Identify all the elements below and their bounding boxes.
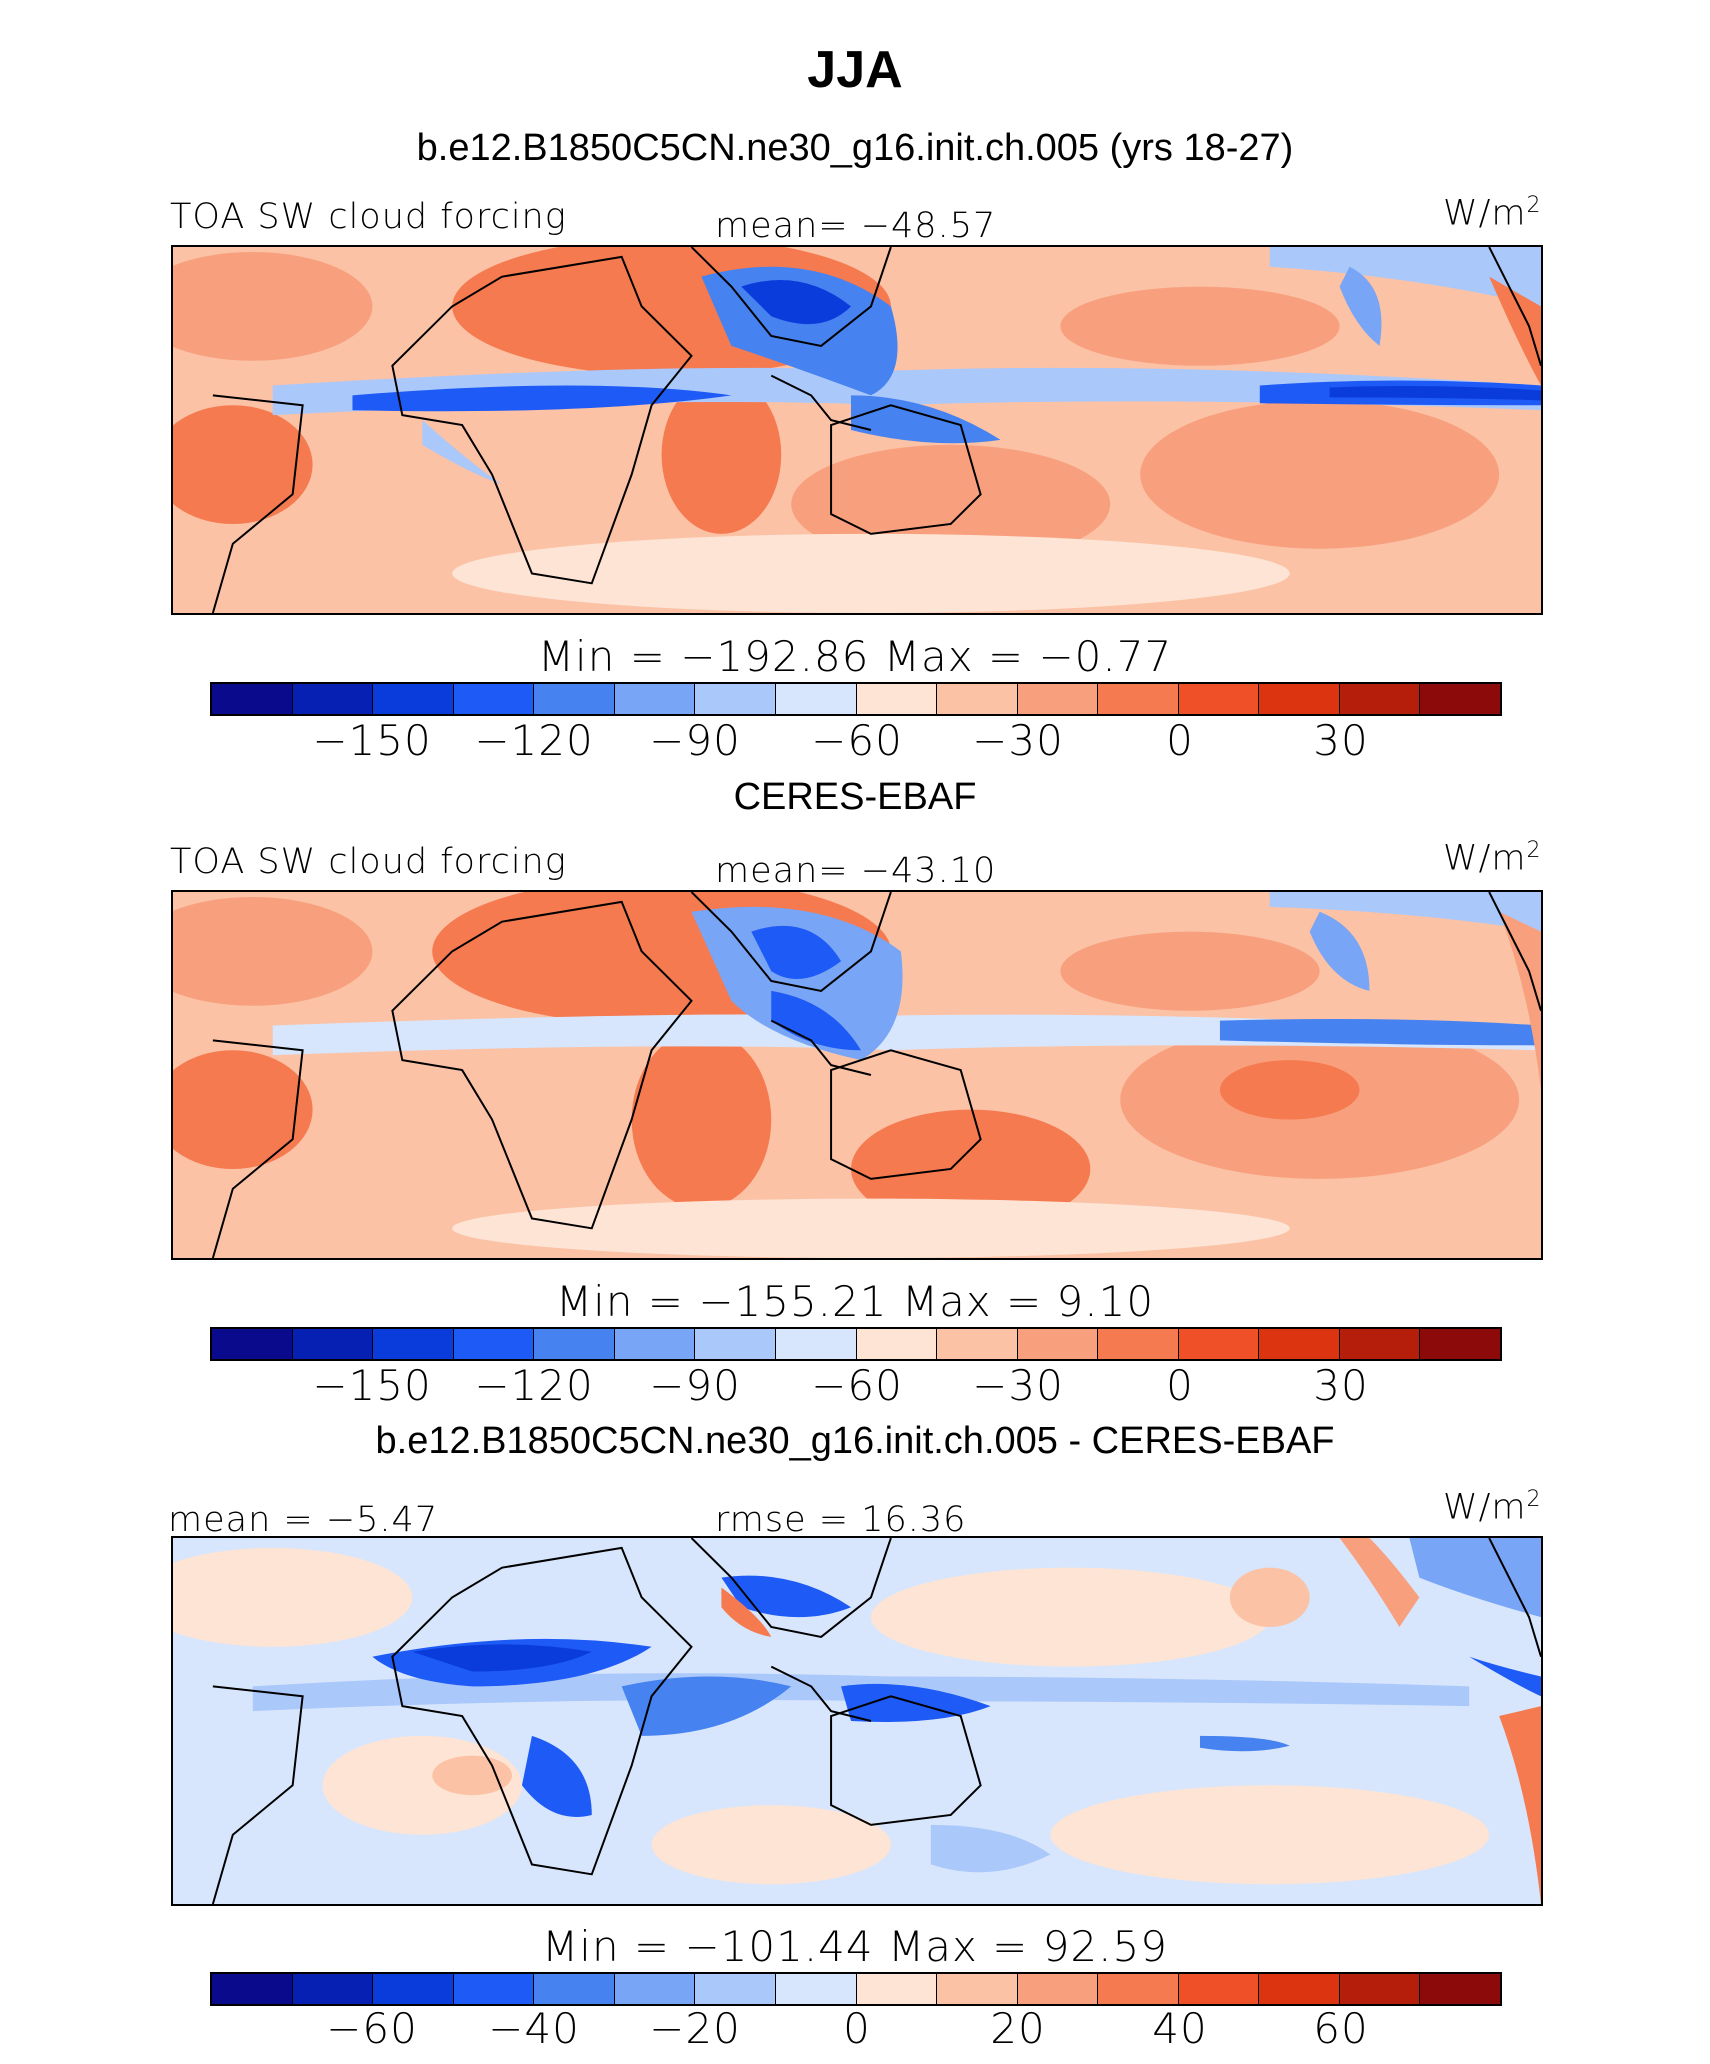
panel2-tick: 0 xyxy=(1166,1361,1194,1410)
panel1-colorbar xyxy=(210,682,1502,716)
panel1-tick: −90 xyxy=(649,716,741,765)
colorbar-swatch xyxy=(453,1974,535,2004)
colorbar-swatch xyxy=(292,1974,374,2004)
colorbar-swatch xyxy=(614,1329,696,1359)
colorbar-swatch xyxy=(212,1974,293,2004)
colorbar-swatch xyxy=(856,1974,938,2004)
panel1-header: b.e12.B1850C5CN.ne30_g16.init.ch.005 (yr… xyxy=(416,127,1294,169)
colorbar-swatch xyxy=(534,1974,615,2004)
panel2-tick: −60 xyxy=(811,1361,903,1410)
colorbar-swatch xyxy=(373,1974,454,2004)
panel2-unit-label: W/m2 xyxy=(1443,838,1542,879)
colorbar-swatch xyxy=(937,684,1018,714)
panel2-mean-label: mean= −43.10 xyxy=(715,851,997,891)
panel2-tick: 30 xyxy=(1313,1361,1369,1410)
panel3-mean-label: mean = −5.47 xyxy=(168,1500,439,1540)
panel2-colorbar xyxy=(210,1327,1502,1361)
panel1-mean-label: mean= −48.57 xyxy=(715,206,997,246)
colorbar-swatch xyxy=(1098,684,1179,714)
colorbar-swatch xyxy=(453,684,535,714)
colorbar-swatch xyxy=(1098,1329,1179,1359)
panel3-tick: −20 xyxy=(649,2004,741,2053)
panel1-tick: −150 xyxy=(312,716,432,765)
panel1-tick: −120 xyxy=(474,716,594,765)
panel3-tick: −40 xyxy=(488,2004,580,2053)
figure-title: JJA xyxy=(807,41,903,99)
panel1-minmax: Min = −192.86 Max = −0.77 xyxy=(537,632,1173,681)
panel1-tick: −60 xyxy=(811,716,903,765)
colorbar-swatch xyxy=(695,1974,776,2004)
colorbar-swatch xyxy=(1017,1329,1099,1359)
panel2-tick: −120 xyxy=(474,1361,594,1410)
colorbar-swatch xyxy=(695,684,776,714)
colorbar-swatch xyxy=(212,684,293,714)
colorbar-swatch xyxy=(1259,1974,1340,2004)
colorbar-swatch xyxy=(937,1329,1018,1359)
panel1-variable-label: TOA SW cloud forcing xyxy=(170,197,567,237)
panel1-tick: 30 xyxy=(1313,716,1369,765)
colorbar-swatch xyxy=(695,1329,776,1359)
panel3-colorbar xyxy=(210,1972,1502,2006)
panel3-map xyxy=(171,1536,1543,1906)
colorbar-swatch xyxy=(1420,1974,1500,2004)
panel1-unit-label: W/m2 xyxy=(1443,193,1542,234)
colorbar-swatch xyxy=(1339,684,1421,714)
panel1-map xyxy=(171,245,1543,615)
panel3-tick: 60 xyxy=(1313,2004,1369,2053)
colorbar-swatch xyxy=(1339,1974,1421,2004)
colorbar-swatch xyxy=(453,1329,535,1359)
colorbar-swatch xyxy=(856,684,938,714)
panel3-minmax: Min = −101.44 Max = 92.59 xyxy=(542,1922,1168,1971)
panel2-header: CERES-EBAF xyxy=(733,776,977,818)
panel2-tick: −90 xyxy=(649,1361,741,1410)
colorbar-swatch xyxy=(856,1329,938,1359)
panel3-rmse-label: rmse = 16.36 xyxy=(715,1500,967,1540)
colorbar-swatch xyxy=(1178,684,1260,714)
panel2-map xyxy=(171,890,1543,1260)
panel2-minmax: Min = −155.21 Max = 9.10 xyxy=(555,1277,1155,1326)
colorbar-swatch xyxy=(937,1974,1018,2004)
colorbar-swatch xyxy=(1420,684,1500,714)
colorbar-swatch xyxy=(1178,1974,1260,2004)
colorbar-swatch xyxy=(1017,1974,1099,2004)
colorbar-swatch xyxy=(292,1329,374,1359)
colorbar-swatch xyxy=(1420,1329,1500,1359)
colorbar-swatch xyxy=(534,684,615,714)
colorbar-swatch xyxy=(1017,684,1099,714)
colorbar-swatch xyxy=(614,684,696,714)
panel2-tick: −30 xyxy=(972,1361,1064,1410)
colorbar-swatch xyxy=(775,1329,857,1359)
colorbar-swatch xyxy=(373,684,454,714)
colorbar-swatch xyxy=(1178,1329,1260,1359)
panel3-tick: 0 xyxy=(843,2004,871,2053)
panel2-variable-label: TOA SW cloud forcing xyxy=(170,842,567,882)
panel3-tick: 20 xyxy=(990,2004,1046,2053)
colorbar-swatch xyxy=(292,684,374,714)
colorbar-swatch xyxy=(373,1329,454,1359)
panel3-tick: −60 xyxy=(326,2004,418,2053)
panel1-tick: −30 xyxy=(972,716,1064,765)
panel3-header: b.e12.B1850C5CN.ne30_g16.init.ch.005 - C… xyxy=(375,1420,1335,1462)
colorbar-swatch xyxy=(775,1974,857,2004)
colorbar-swatch xyxy=(1259,684,1340,714)
colorbar-swatch xyxy=(212,1329,293,1359)
colorbar-swatch xyxy=(614,1974,696,2004)
colorbar-swatch xyxy=(534,1329,615,1359)
panel1-tick: 0 xyxy=(1166,716,1194,765)
panel2-tick: −150 xyxy=(312,1361,432,1410)
colorbar-swatch xyxy=(775,684,857,714)
panel3-tick: 40 xyxy=(1152,2004,1208,2053)
panel3-unit-label: W/m2 xyxy=(1443,1487,1542,1528)
colorbar-swatch xyxy=(1259,1329,1340,1359)
colorbar-swatch xyxy=(1339,1329,1421,1359)
colorbar-swatch xyxy=(1098,1974,1179,2004)
